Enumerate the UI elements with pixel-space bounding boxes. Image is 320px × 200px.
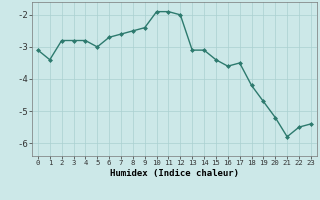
- X-axis label: Humidex (Indice chaleur): Humidex (Indice chaleur): [110, 169, 239, 178]
